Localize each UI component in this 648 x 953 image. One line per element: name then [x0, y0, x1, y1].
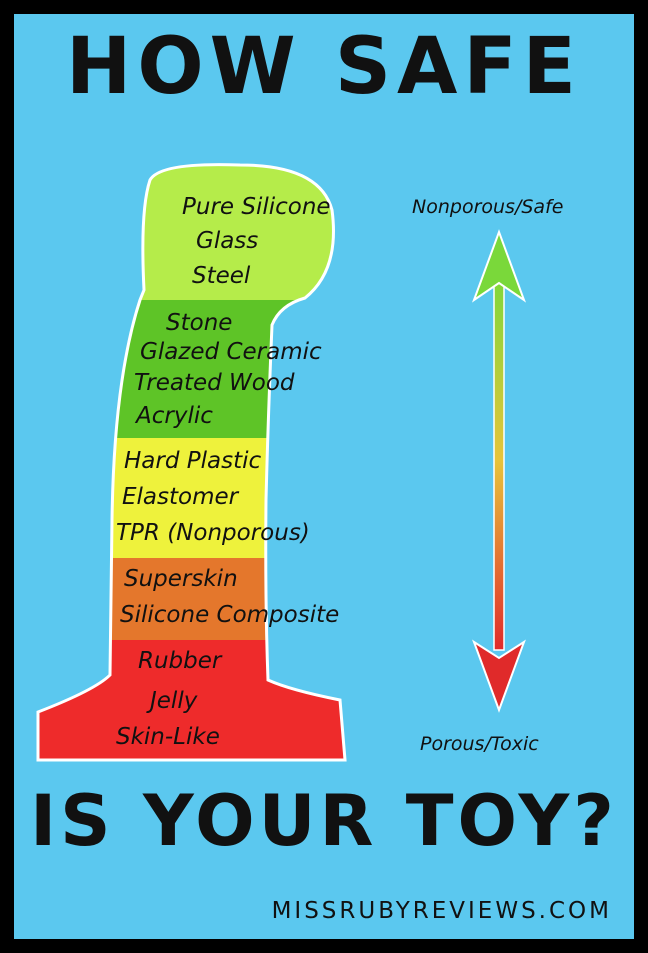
material-tpr: TPR (Nonporous): [116, 520, 310, 546]
scale-arrow-shaft: [493, 269, 505, 651]
material-elastomer: Elastomer: [122, 484, 239, 510]
material-skin-like: Skin-Like: [116, 724, 220, 750]
material-glass: Glass: [196, 228, 259, 254]
material-rubber: Rubber: [138, 648, 222, 674]
material-superskin: Superskin: [124, 566, 238, 592]
scale-top-label: Nonporous/Safe: [412, 196, 564, 218]
material-silicone-composite: Silicone Composite: [120, 602, 340, 628]
material-treated-wood: Treated Wood: [134, 370, 295, 396]
material-stone: Stone: [166, 310, 233, 336]
scale-bottom-label: Porous/Toxic: [420, 733, 539, 755]
toy-outline: [36, 163, 347, 762]
material-glazed-ceramic: Glazed Ceramic: [140, 339, 322, 365]
title-top: HOW SAFE: [66, 22, 582, 112]
material-pure-silicone: Pure Silicone: [182, 194, 331, 220]
arrow-down-icon: [472, 639, 526, 713]
material-jelly: Jelly: [150, 688, 198, 714]
arrow-up-icon: [471, 229, 527, 303]
material-steel: Steel: [192, 263, 251, 289]
title-bottom: IS YOUR TOY?: [30, 780, 618, 862]
website-label: MISSRUBYREVIEWS.COM: [271, 898, 612, 924]
material-hard-plastic: Hard Plastic: [124, 448, 262, 474]
material-acrylic: Acrylic: [136, 403, 213, 429]
